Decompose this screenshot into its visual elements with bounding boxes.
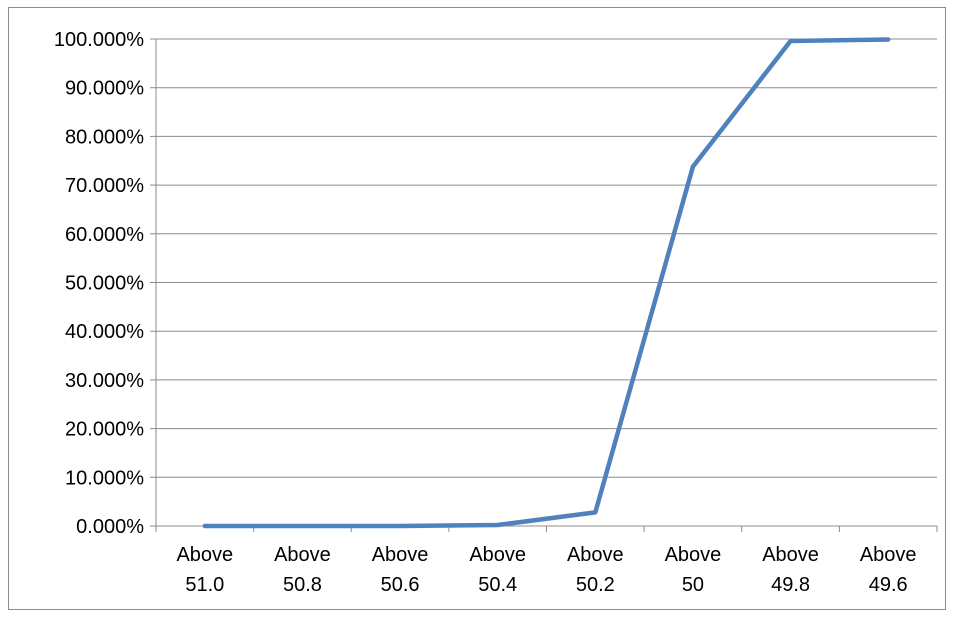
series-line — [202, 37, 891, 529]
x-tick-label: Above 50.4 — [469, 544, 526, 596]
series-lines — [202, 37, 891, 529]
y-tick-label: 50.000% — [65, 273, 144, 295]
x-tick-label: Above 50.6 — [372, 544, 429, 596]
x-tick-label: Above 51.0 — [176, 544, 233, 596]
x-tick-labels: Above 51.0 Above 50.8 Above 50.6 Above 50.4 Abov… — [176, 544, 916, 596]
y-tick-label: 0.000% — [76, 516, 144, 538]
y-tick-label: 90.000% — [65, 78, 144, 100]
axes — [150, 38, 938, 532]
gridlines — [156, 38, 937, 478]
y-tick-label: 30.000% — [65, 370, 144, 392]
chart-frame — [8, 7, 946, 610]
y-tick-label: 60.000% — [65, 224, 144, 246]
y-tick-labels: 0.000% 10.000% 20.000% 30.000% 40.000% 50.000… — [54, 29, 144, 538]
y-tick-label: 20.000% — [65, 419, 144, 441]
y-tick-label: 80.000% — [65, 126, 144, 148]
y-tick-label: 40.000% — [65, 321, 144, 343]
x-tick-label: Above 50.8 — [274, 544, 331, 596]
y-tick-label: 10.000% — [65, 467, 144, 489]
x-tick-label: Above 49.6 — [860, 544, 917, 596]
x-tick-label: Above 49.8 — [762, 544, 819, 596]
x-tick-label: Above 50.2 — [567, 544, 624, 596]
y-tick-label: 70.000% — [65, 175, 144, 197]
x-tick-label: Above 50 — [665, 544, 722, 596]
y-tick-label: 100.000% — [54, 29, 144, 51]
